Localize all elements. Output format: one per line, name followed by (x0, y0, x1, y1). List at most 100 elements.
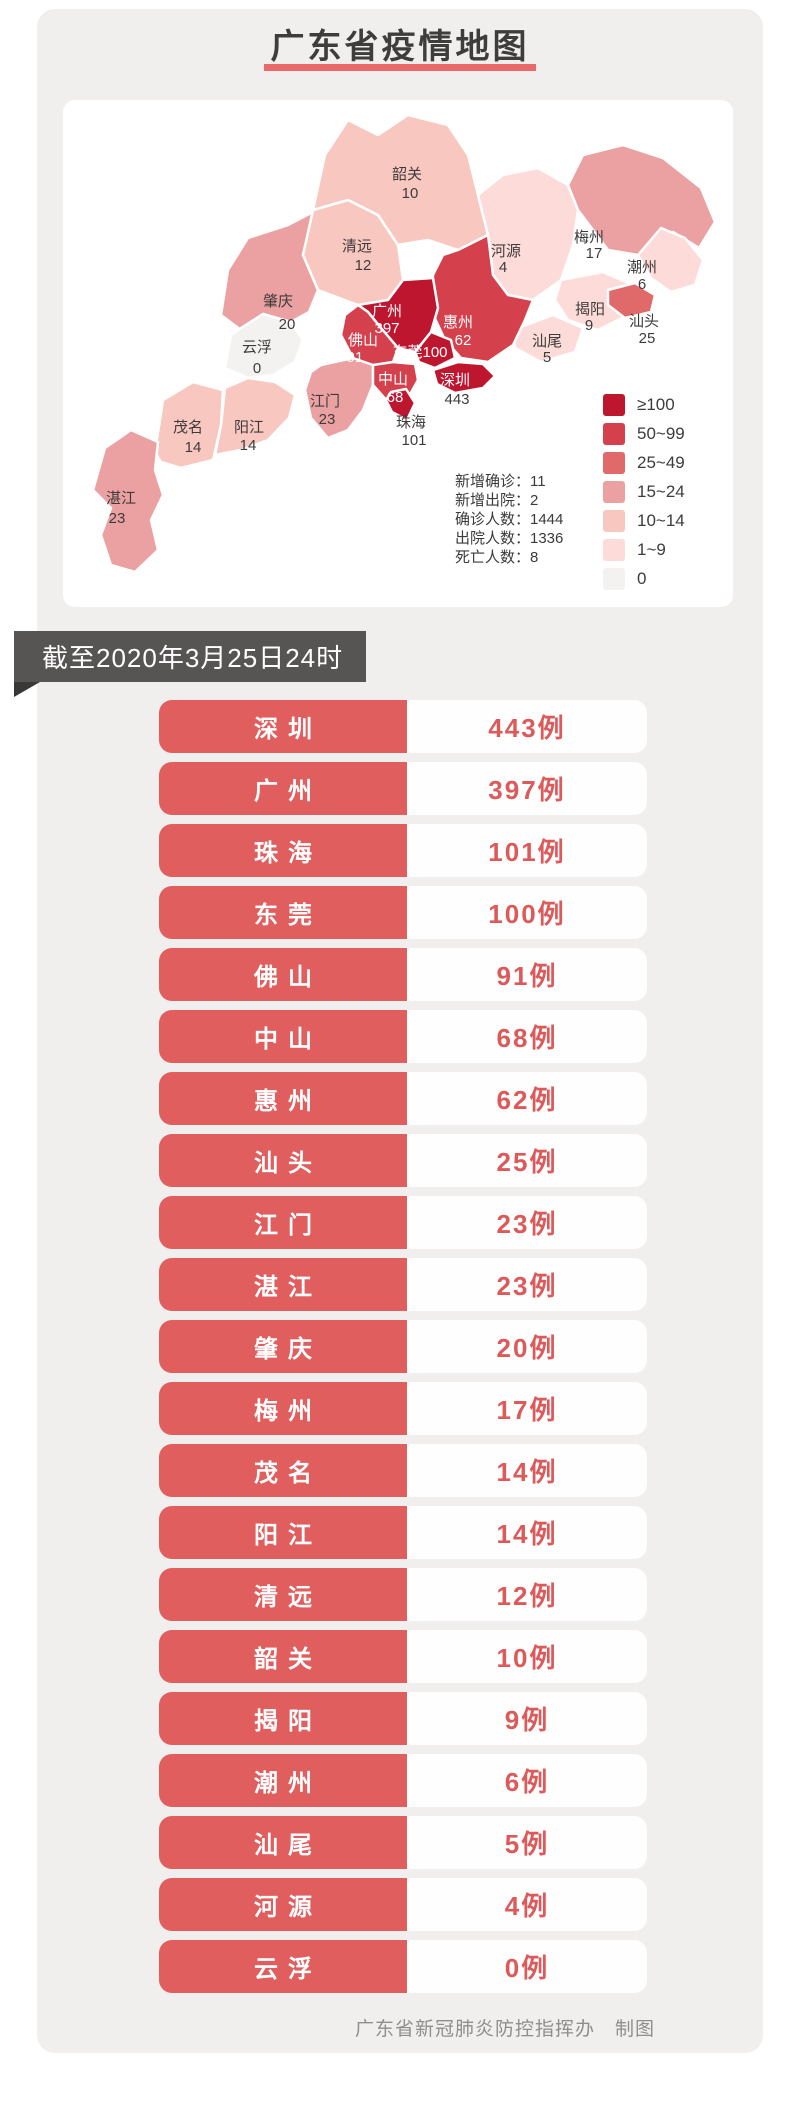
value-cell: 4例 (407, 1878, 647, 1931)
region-meizhou (566, 143, 717, 257)
legend-label: 25~49 (637, 453, 685, 472)
city-cell: 湛江 (159, 1258, 407, 1311)
table-row: 湛江 23例 (159, 1258, 647, 1311)
value-cell: 91例 (407, 948, 647, 1001)
region-label-zhaoqing: 肇庆 (263, 293, 293, 310)
region-cases-shenzhen: 443 (444, 391, 469, 408)
stat-line: 出院人数：1336 (455, 530, 564, 547)
table-row: 韶关 10例 (159, 1630, 647, 1683)
legend-item: 50~99 (603, 423, 685, 445)
region-label-foshan: 佛山 (348, 332, 378, 349)
legend-label: 1~9 (637, 540, 666, 559)
city-cell: 中山 (159, 1010, 407, 1063)
value-cell: 68例 (407, 1010, 647, 1063)
region-cases-shaoguan: 10 (402, 185, 419, 202)
value-cell: 25例 (407, 1134, 647, 1187)
legend-label: 0 (637, 569, 647, 588)
region-cases-chaozhou: 6 (638, 276, 646, 293)
legend-swatch (603, 539, 625, 561)
region-label-chaozhou: 潮州 (627, 259, 657, 276)
region-cases-guangzhou: 397 (374, 320, 399, 337)
value-cell: 397例 (407, 762, 647, 815)
table-row: 广州 397例 (159, 762, 647, 815)
city-cell: 汕头 (159, 1134, 407, 1187)
region-label-jieyang: 揭阳 (575, 301, 605, 318)
region-label-shantou: 汕头 (629, 313, 659, 330)
title-underline (264, 64, 536, 71)
region-shantou (606, 281, 657, 320)
value-cell: 23例 (407, 1196, 647, 1249)
legend-label: ≥100 (637, 395, 675, 414)
table-row: 东莞 100例 (159, 886, 647, 939)
banner-fold-decoration (14, 682, 40, 697)
region-zhaoqing (219, 210, 320, 332)
region-label-qingyuan: 清远 (342, 238, 372, 255)
region-label-maoming: 茂名 (173, 419, 203, 436)
region-label-shenzhen: 深圳 (440, 372, 470, 389)
legend-label: 50~99 (637, 424, 685, 443)
legend-item: ≥100 (603, 394, 685, 416)
region-cases-zhuhai: 101 (401, 432, 426, 449)
region-cases-maoming: 14 (185, 439, 202, 456)
stat-line: 新增出院：2 (455, 492, 539, 509)
region-dongguan (413, 330, 457, 370)
city-cell: 潮州 (159, 1754, 407, 1807)
footer-credit: 广东省新冠肺炎防控指挥办 制图 (354, 2019, 655, 2040)
city-cell: 河源 (159, 1878, 407, 1931)
table-row: 云浮 0例 (159, 1940, 647, 1993)
region-cases-jieyang: 9 (585, 317, 593, 334)
value-cell: 14例 (407, 1506, 647, 1559)
value-cell: 12例 (407, 1568, 647, 1621)
table-row: 惠州 62例 (159, 1072, 647, 1125)
city-cell: 江门 (159, 1196, 407, 1249)
value-cell: 9例 (407, 1692, 647, 1745)
table-row: 茂名 14例 (159, 1444, 647, 1497)
legend-label: 10~14 (637, 511, 685, 530)
value-cell: 23例 (407, 1258, 647, 1311)
region-label-heyuan: 河源 (491, 243, 521, 260)
legend-swatch (603, 452, 625, 474)
region-label-yunfu: 云浮 (242, 339, 272, 356)
value-cell: 100例 (407, 886, 647, 939)
value-cell: 10例 (407, 1630, 647, 1683)
region-cases-zhanjiang: 23 (109, 510, 126, 527)
region-cases-huizhou: 62 (455, 332, 472, 349)
legend-swatch (603, 510, 625, 532)
region-jiangmen (303, 356, 375, 440)
city-cell: 佛山 (159, 948, 407, 1001)
region-label-shanwei: 汕尾 (532, 333, 562, 350)
city-cell: 揭阳 (159, 1692, 407, 1745)
region-yunfu (223, 312, 305, 380)
region-label-shaoguan: 韶关 (392, 166, 422, 183)
city-cell: 茂名 (159, 1444, 407, 1497)
region-label-zhanjiang: 湛江 (106, 490, 136, 507)
region-label-meizhou: 梅州 (574, 229, 604, 246)
region-label-jiangmen: 江门 (310, 393, 340, 410)
legend: ≥100 50~99 25~49 15~24 10~14 1~9 0 (603, 394, 685, 597)
legend-item: 25~49 (603, 452, 685, 474)
table-row: 肇庆 20例 (159, 1320, 647, 1373)
legend-swatch (603, 568, 625, 590)
city-cell: 清远 (159, 1568, 407, 1621)
date-banner-text: 截至2020年3月25日24时 (42, 643, 344, 673)
stat-line: 确诊人数：1444 (455, 511, 564, 528)
value-cell: 101例 (407, 824, 647, 877)
date-banner: 截至2020年3月25日24时 (14, 631, 366, 682)
region-cases-qingyuan: 12 (355, 257, 372, 274)
page-title: 广东省疫情地图 (270, 28, 530, 66)
map-card: 肇庆 20 清远 12 韶关 10 河源 4 梅州 17 潮州 6 揭阳 9 汕尾 5 惠州 62 云浮 0 广州 397… (63, 100, 733, 607)
city-cell: 梅州 (159, 1382, 407, 1435)
legend-swatch (603, 394, 625, 416)
region-cases-foshan: 91 (347, 349, 364, 366)
legend-item: 15~24 (603, 481, 685, 503)
value-cell: 6例 (407, 1754, 647, 1807)
city-cell: 汕尾 (159, 1816, 407, 1869)
table-row: 江门 23例 (159, 1196, 647, 1249)
region-jieyang (553, 270, 635, 332)
value-cell: 5例 (407, 1816, 647, 1869)
region-cases-meizhou: 17 (586, 245, 603, 262)
city-cell: 韶关 (159, 1630, 407, 1683)
value-cell: 17例 (407, 1382, 647, 1435)
table-row: 中山 68例 (159, 1010, 647, 1063)
